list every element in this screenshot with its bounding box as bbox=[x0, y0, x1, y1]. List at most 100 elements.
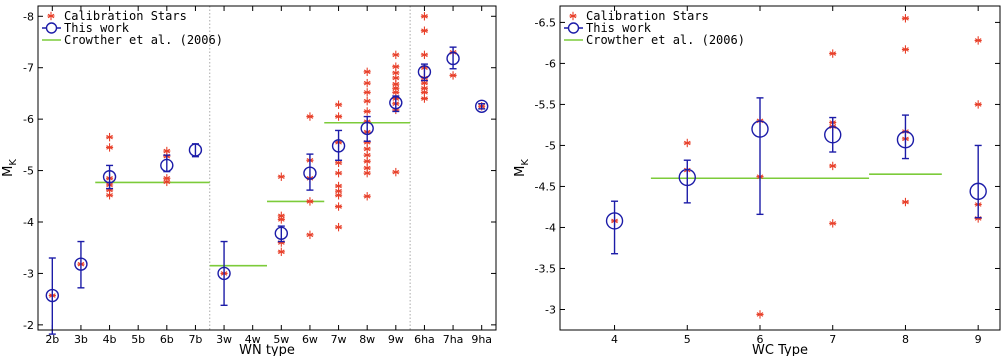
this-work-point bbox=[969, 144, 987, 219]
legend-marker-this-work bbox=[45, 22, 58, 34]
y-tick-label: -7 bbox=[23, 62, 34, 75]
this-work-point bbox=[217, 240, 231, 307]
calibration-star bbox=[334, 202, 343, 211]
this-work-marker bbox=[331, 139, 346, 153]
this-work-marker bbox=[446, 51, 460, 66]
calibration-star bbox=[420, 88, 429, 97]
this-work-marker bbox=[74, 257, 88, 271]
x-tick-label: 3b bbox=[74, 333, 88, 346]
plot-frame bbox=[559, 5, 1001, 331]
calibration-star bbox=[829, 219, 837, 228]
y-tick-label: -5 bbox=[545, 139, 556, 152]
x-axis-label: WC Type bbox=[752, 343, 808, 356]
calibration-star bbox=[334, 100, 343, 109]
this-work-marker bbox=[217, 266, 231, 281]
calibration-star bbox=[334, 158, 343, 168]
x-tick-label: 9 bbox=[975, 333, 982, 346]
calibration-star bbox=[306, 112, 314, 121]
calibration-star bbox=[306, 230, 314, 240]
x-tick-label: 6 bbox=[757, 333, 764, 346]
this-work-point bbox=[45, 257, 60, 335]
calibration-star bbox=[420, 26, 429, 35]
calibration-star bbox=[334, 191, 343, 200]
y-tick-label: -6 bbox=[545, 57, 556, 70]
plot-frame bbox=[37, 5, 497, 331]
this-work-marker bbox=[360, 121, 374, 136]
this-work-marker bbox=[45, 288, 60, 303]
this-work-point bbox=[678, 159, 696, 204]
calibration-star bbox=[363, 88, 371, 97]
x-tick-label: 6ha bbox=[414, 333, 435, 346]
this-work-point bbox=[331, 129, 346, 161]
x-tick-label: 9ha bbox=[471, 333, 492, 346]
this-work-point bbox=[605, 200, 624, 255]
this-work-marker bbox=[160, 158, 174, 173]
x-tick-label: 5 bbox=[684, 333, 691, 346]
calibration-star bbox=[306, 197, 314, 206]
y-tick-label: -5.5 bbox=[535, 98, 556, 111]
legend-label-crowther: Crowther et al. (2006) bbox=[586, 33, 745, 47]
x-tick-label: 5w bbox=[273, 333, 289, 346]
x-tick-label: 7 bbox=[829, 333, 836, 346]
y-tick-label: -4 bbox=[23, 216, 34, 229]
this-work-point bbox=[417, 63, 432, 82]
y-axis-label: MK bbox=[513, 159, 531, 177]
this-work-point bbox=[824, 116, 842, 153]
y-tick-label: -6.5 bbox=[535, 16, 556, 29]
this-work-marker bbox=[896, 131, 915, 149]
calibration-star bbox=[363, 192, 371, 201]
x-tick-label: 8 bbox=[902, 333, 909, 346]
calibration-star bbox=[277, 172, 285, 181]
this-work-marker bbox=[274, 226, 289, 241]
x-tick-label: 5b bbox=[131, 333, 145, 346]
legend-label-crowther: Crowther et al. (2006) bbox=[64, 33, 223, 47]
this-work-marker bbox=[605, 212, 624, 230]
x-tick-label: 4w bbox=[245, 333, 261, 346]
this-work-point bbox=[446, 46, 460, 70]
calibration-star bbox=[974, 100, 982, 109]
x-tick-label: 6b bbox=[160, 333, 174, 346]
calibration-star bbox=[105, 191, 114, 200]
calibration-star bbox=[363, 96, 371, 106]
calibration-star bbox=[363, 168, 371, 178]
calibration-star bbox=[47, 11, 55, 21]
x-tick-label: 2b bbox=[45, 333, 59, 346]
calibration-star bbox=[392, 50, 400, 60]
y-tick-label: -4 bbox=[545, 221, 556, 234]
this-work-point bbox=[474, 99, 489, 113]
calibration-star bbox=[901, 14, 910, 23]
calibration-star bbox=[363, 78, 371, 88]
legend-label-this-work: This work bbox=[64, 21, 130, 35]
calibration-star bbox=[363, 150, 371, 160]
y-tick-label: -2 bbox=[23, 319, 34, 332]
legend-marker-this-work bbox=[567, 22, 580, 34]
this-work-marker bbox=[824, 126, 842, 144]
y-tick-label: -3 bbox=[23, 267, 34, 280]
this-work-point bbox=[360, 115, 374, 142]
x-tick-label: 7w bbox=[331, 333, 347, 346]
calibration-star bbox=[277, 215, 285, 224]
y-tick-label: -5 bbox=[23, 165, 34, 178]
calibration-star bbox=[683, 138, 691, 148]
calibration-star bbox=[105, 132, 114, 142]
y-tick-label: -8 bbox=[23, 10, 34, 23]
calibration-star bbox=[277, 247, 285, 257]
x-tick-label: 6w bbox=[302, 333, 318, 346]
this-work-marker bbox=[102, 170, 117, 184]
calibration-star bbox=[334, 112, 343, 121]
x-tick-label: 7ha bbox=[443, 333, 464, 346]
calibration-star bbox=[420, 12, 429, 21]
this-work-marker bbox=[751, 120, 769, 138]
calibration-star bbox=[420, 50, 429, 60]
x-tick-label: 4b bbox=[103, 333, 117, 346]
calibration-star bbox=[449, 71, 457, 80]
calibration-star bbox=[105, 143, 114, 152]
x-tick-label: 4 bbox=[611, 333, 618, 346]
this-work-marker bbox=[188, 143, 203, 157]
this-work-point bbox=[389, 95, 403, 113]
this-work-point bbox=[74, 240, 88, 289]
calibration-star bbox=[901, 45, 910, 54]
calibration-star bbox=[829, 161, 837, 171]
x-tick-label: 7b bbox=[188, 333, 202, 346]
